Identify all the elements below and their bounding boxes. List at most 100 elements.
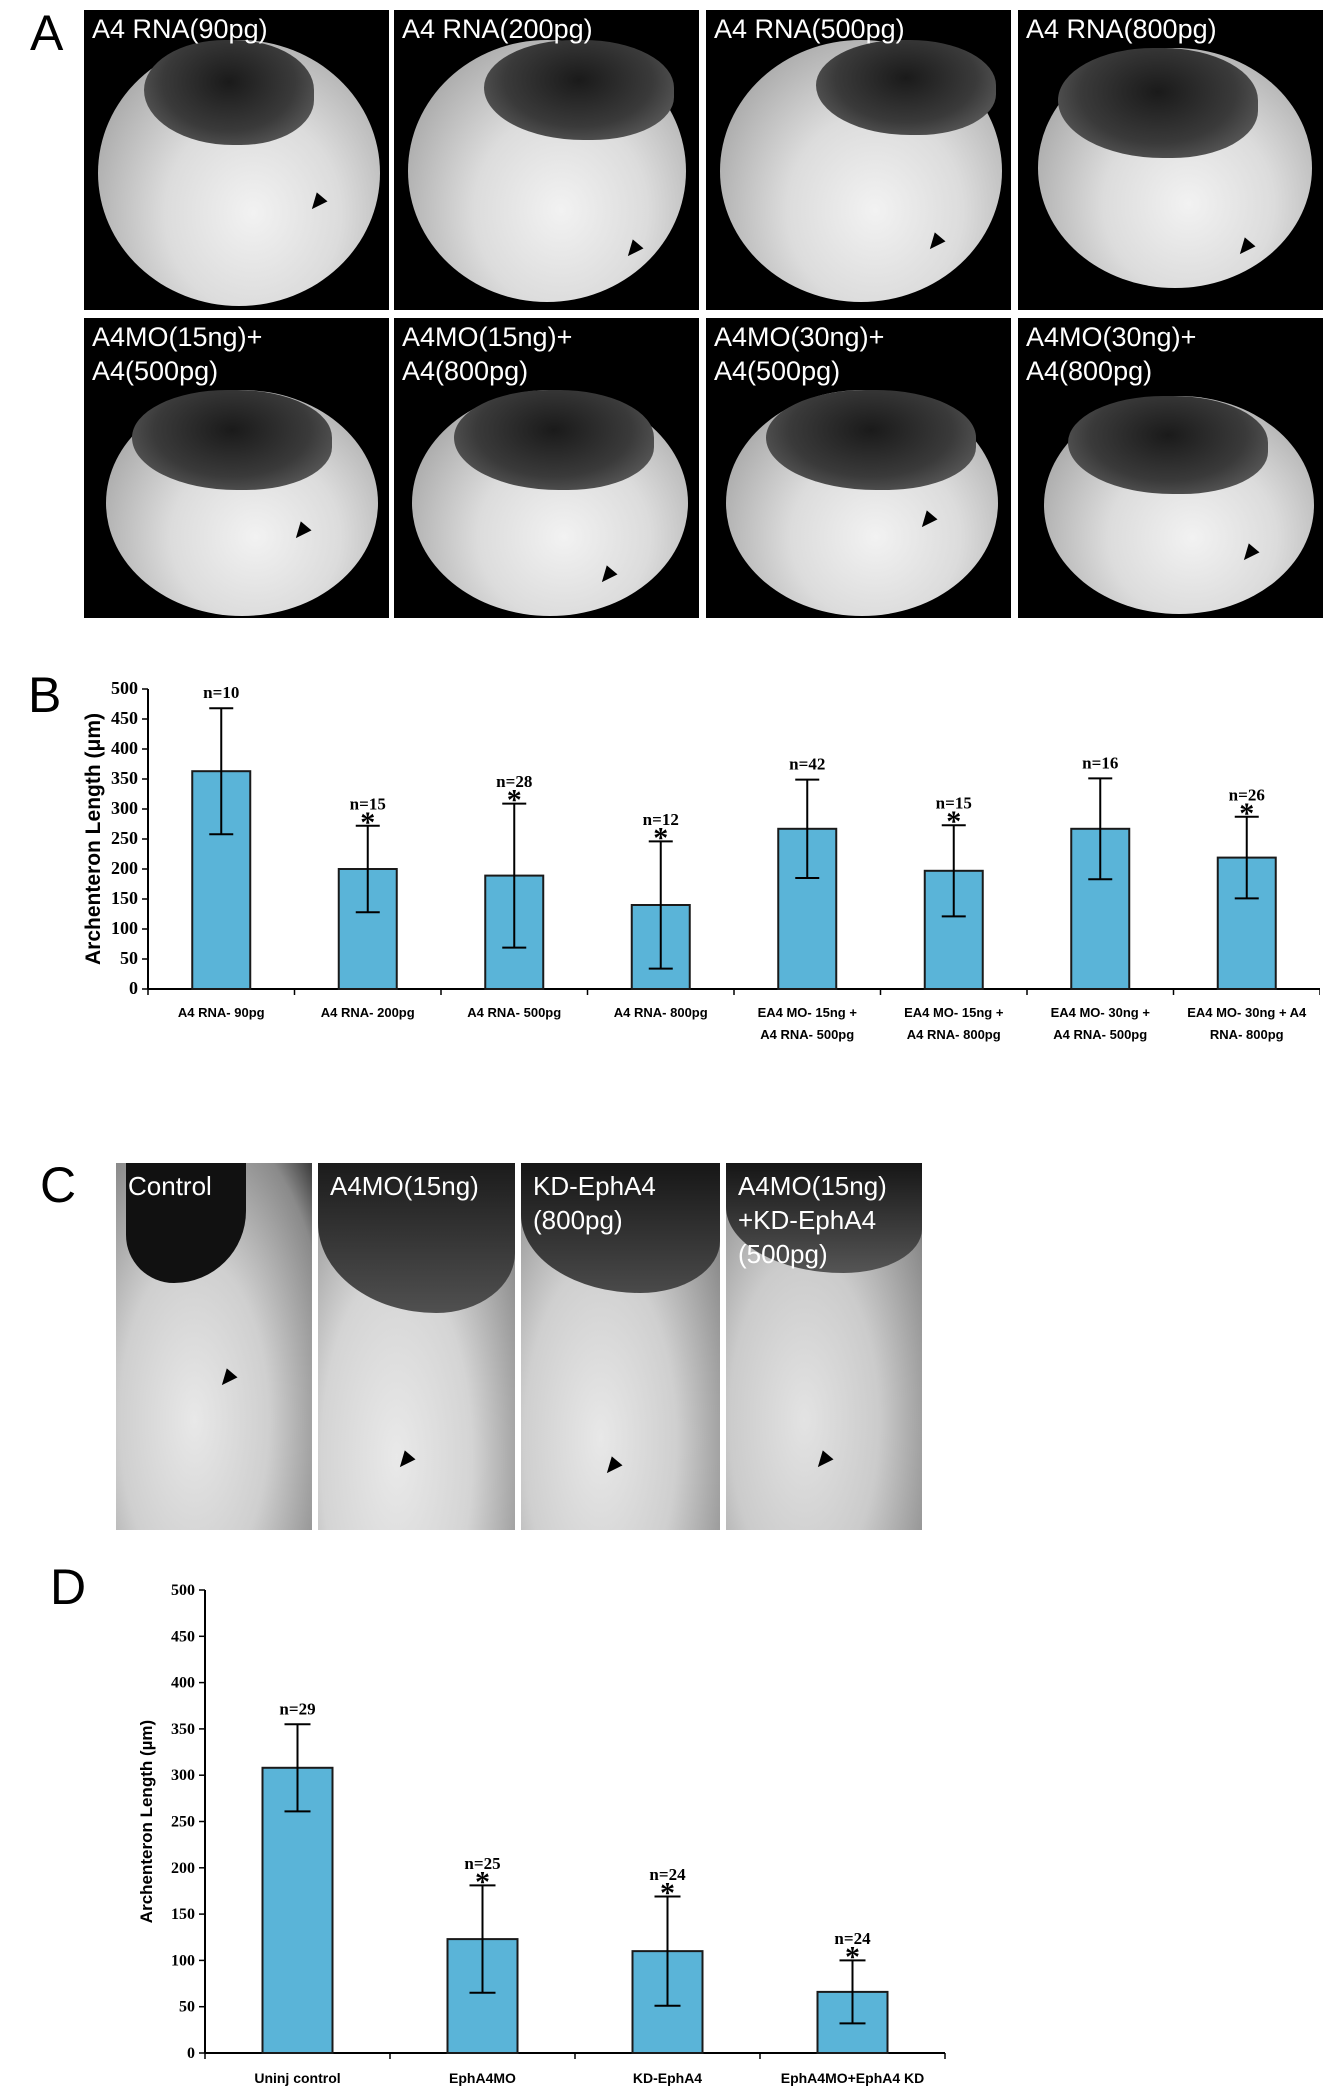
panel-d-significance-marker: * [475, 1865, 490, 1898]
panel-d-y-tick-label: 200 [171, 1860, 195, 1877]
panel-b-category-label: EA4 MO- 15ng + [758, 1005, 858, 1020]
panel-d-chart: 0 50 100 150 200 250 300 350 400 450 500 Archentero… [137, 1582, 946, 2086]
panel-b-significance-marker: * [1239, 797, 1254, 830]
panel-a-image-7: A4MO(30ng)+ A4(500pg) [706, 318, 1011, 618]
image-label: A4 RNA(90pg) [92, 14, 268, 44]
panel-b-category-label: A4 RNA- 500pg [467, 1005, 561, 1020]
panel-b-n-label: n=16 [1082, 753, 1118, 772]
panel-b-y-tick-label: 500 [111, 678, 138, 698]
panel-b-category-label: EA4 MO- 15ng + [904, 1005, 1004, 1020]
image-label: KD-EphA4 (800pg) [533, 1171, 656, 1235]
image-label: A4 RNA(200pg) [402, 14, 593, 44]
panel-d-y-tick-label: 350 [171, 1721, 195, 1738]
panel-b-significance-marker: * [946, 805, 961, 838]
panel-b-category-label: RNA- 800pg [1210, 1027, 1284, 1042]
panel-b-chart: 0 50 100 150 200 250 300 350 400 450 500 Archentero… [82, 678, 1320, 1042]
panel-d-significance-marker: * [660, 1877, 675, 1910]
panel-d-n-label: n=24 [649, 1865, 686, 1884]
panel-b-category-label: A4 RNA- 90pg [178, 1005, 265, 1020]
panel-c-image-2: A4MO(15ng) [318, 1163, 515, 1530]
blastocoel [1068, 396, 1268, 494]
image-label: A4MO(15ng) [330, 1171, 479, 1201]
panel-b-bar [1216, 856, 1277, 990]
panel-a-image-1: A4 RNA(90pg) [84, 10, 389, 310]
panel-b-y-tick-label: 300 [111, 798, 138, 818]
panel-b-y-tick-label: 350 [111, 768, 138, 788]
panel-b-significance-marker: * [507, 784, 522, 817]
blastocoel [144, 40, 314, 145]
blastocoel [484, 40, 674, 140]
panel-d-n-label: n=24 [834, 1929, 871, 1948]
panel-b-y-tick-label: 100 [111, 918, 138, 938]
image-label: A4MO(15ng) +KD-EphA4 (500pg) [738, 1171, 887, 1269]
image-label: A4 RNA(800pg) [1026, 14, 1217, 44]
panel-b-y-tick-label: 50 [120, 948, 138, 968]
panel-b-y-tick-label: 0 [129, 978, 138, 998]
panel-d-n-label: n=25 [464, 1854, 500, 1873]
panel-d-category-label: EphA4MO+EphA4 KD [781, 2070, 925, 2086]
panel-d-y-tick-label: 250 [171, 1814, 195, 1831]
panel-b-category-label: A4 RNA- 500pg [760, 1027, 854, 1042]
panel-a-image-4: A4 RNA(800pg) [1018, 10, 1323, 310]
panel-d-y-tick-label: 500 [171, 1582, 195, 1599]
panel-b-category-label: A4 RNA- 500pg [1053, 1027, 1147, 1042]
panel-b-significance-marker: * [360, 806, 375, 839]
panel-b-n-label: n=26 [1229, 785, 1265, 804]
panel-d-y-tick-label: 0 [187, 2045, 195, 2062]
panel-d-category-label: EphA4MO [449, 2070, 516, 2086]
blastocoel [1058, 48, 1258, 158]
panel-a-image-3: A4 RNA(500pg) [706, 10, 1011, 310]
panel-b-y-tick-label: 150 [111, 888, 138, 908]
panel-b-significance-marker: * [653, 821, 668, 854]
panel-a-image-5: A4MO(15ng)+ A4(500pg) [84, 318, 389, 618]
image-label: A4MO(15ng)+ A4(500pg) [92, 322, 263, 386]
panel-b-n-label: n=10 [203, 683, 239, 702]
panel-d-y-tick-label: 400 [171, 1675, 195, 1692]
panel-b-category-label: A4 RNA- 200pg [321, 1005, 415, 1020]
panel-b-category-label: EA4 MO- 30ng + A4 [1187, 1005, 1307, 1020]
panel-b-n-label: n=42 [789, 755, 825, 774]
image-label: A4MO(15ng)+ A4(800pg) [402, 322, 573, 386]
blastocoel [454, 390, 654, 490]
panel-d-y-axis-label: Archenteron Length (µm) [137, 1720, 156, 1923]
blastocoel [132, 390, 332, 490]
panel-d-y-tick-label: 450 [171, 1628, 195, 1645]
panel-b-n-label: n=15 [936, 794, 972, 813]
image-label: A4MO(30ng)+ A4(500pg) [714, 322, 885, 386]
panel-b-n-label: n=12 [643, 810, 679, 829]
panel-d-bar [261, 1766, 334, 2055]
image-label: A4MO(30ng)+ A4(800pg) [1026, 322, 1197, 386]
panel-d-y-tick-label: 100 [171, 1952, 195, 1969]
panel-d-significance-marker: * [845, 1940, 860, 1973]
panel-b-y-tick-label: 450 [111, 708, 138, 728]
panel-b-y-tick-label: 400 [111, 738, 138, 758]
image-label: A4 RNA(500pg) [714, 14, 905, 44]
panel-b-category-label: EA4 MO- 30ng + [1051, 1005, 1151, 1020]
panel-d-y-tick-label: 150 [171, 1906, 195, 1923]
panel-a-image-8: A4MO(30ng)+ A4(800pg) [1018, 318, 1323, 618]
blastocoel [766, 390, 976, 490]
panel-d-y-tick-label: 50 [179, 1999, 195, 2016]
panel-b-y-tick-label: 200 [111, 858, 138, 878]
panel-b-category-label: A4 RNA- 800pg [614, 1005, 708, 1020]
blastocoel [816, 40, 996, 135]
image-label: Control [128, 1171, 212, 1201]
panel-a-letter: A [30, 5, 64, 61]
panel-b-y-axis-label: Archenteron Length (μm) [82, 713, 105, 965]
panel-c-image-3: KD-EphA4 (800pg) [521, 1163, 720, 1530]
panel-a-image-6: A4MO(15ng)+ A4(800pg) [394, 318, 699, 618]
panel-d-category-label: KD-EphA4 [633, 2070, 702, 2086]
panel-a-image-2: A4 RNA(200pg) [394, 10, 699, 310]
panel-c-letter: C [40, 1157, 77, 1213]
panel-c-image-1: Control [116, 1163, 312, 1530]
panel-b-letter: B [28, 667, 62, 723]
panel-b-y-tick-label: 250 [111, 828, 138, 848]
panel-d-n-label: n=29 [279, 1699, 315, 1718]
panel-d-letter: D [50, 1559, 87, 1615]
panel-d-category-label: Uninj control [254, 2070, 340, 2086]
panel-b-category-label: A4 RNA- 800pg [907, 1027, 1001, 1042]
panel-c-image-4: A4MO(15ng) +KD-EphA4 (500pg) [726, 1163, 922, 1530]
panel-d-y-tick-label: 300 [171, 1767, 195, 1784]
panel-b-n-label: n=15 [350, 794, 386, 813]
panel-b-n-label: n=28 [496, 772, 532, 791]
